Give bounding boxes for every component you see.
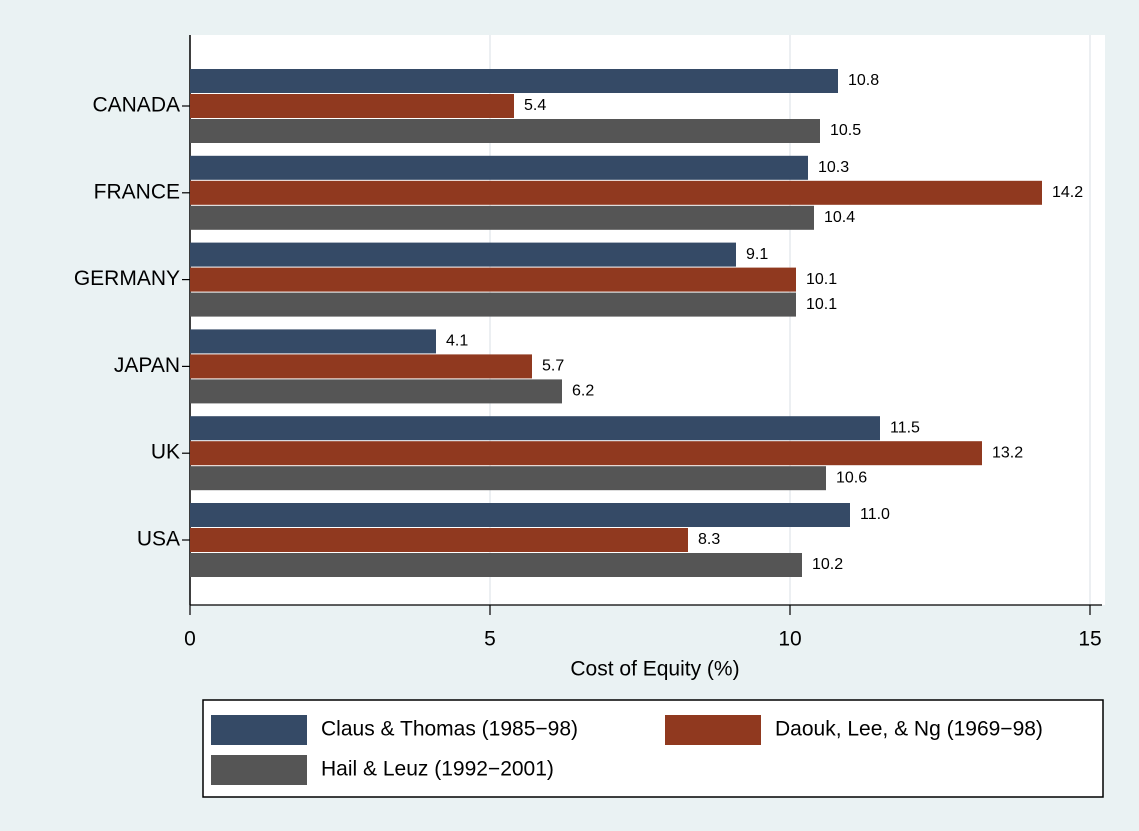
data-label: 11.5: [890, 419, 920, 436]
y-tick-label: UK: [151, 441, 180, 464]
data-label: 5.4: [524, 97, 546, 114]
data-label: 5.7: [542, 358, 564, 375]
bar: [190, 354, 532, 379]
data-label: 11.0: [860, 506, 890, 523]
bar: [190, 292, 796, 317]
bar: [190, 466, 826, 491]
bar: [190, 205, 814, 230]
data-label: 8.3: [698, 531, 720, 548]
data-label: 4.1: [446, 333, 468, 350]
data-label: 10.8: [848, 72, 879, 89]
data-label: 10.1: [806, 271, 837, 288]
y-tick-label: GERMANY: [74, 267, 180, 290]
x-tick-label: 0: [184, 628, 196, 651]
data-label: 13.2: [992, 444, 1023, 461]
data-label: 10.4: [824, 209, 855, 226]
bar: [190, 242, 736, 267]
bar: [190, 155, 808, 180]
y-tick-label: FRANCE: [94, 180, 180, 203]
y-tick-label: JAPAN: [114, 354, 180, 377]
bar: [190, 503, 850, 527]
data-label: 10.2: [812, 556, 843, 573]
data-label: 10.5: [830, 122, 861, 139]
bar: [190, 329, 436, 354]
legend-swatch: [211, 755, 307, 785]
bar: [190, 267, 796, 292]
data-label: 10.3: [818, 159, 849, 176]
bar: [190, 119, 820, 143]
bar: [190, 379, 562, 404]
legend-label: Daouk, Lee, & Ng (1969−98): [775, 718, 1043, 741]
legend-box: [202, 699, 1104, 798]
bar: [190, 94, 514, 118]
bar: [190, 441, 982, 466]
bar: [190, 553, 802, 577]
legend-label: Hail & Leuz (1992−2001): [321, 758, 554, 781]
legend-swatch: [211, 715, 307, 745]
x-tick-label: 10: [778, 628, 801, 651]
x-axis-label: Cost of Equity (%): [570, 658, 739, 681]
data-label: 10.1: [806, 296, 837, 313]
data-label: 14.2: [1052, 184, 1083, 201]
data-label: 9.1: [746, 246, 768, 263]
bar: [190, 416, 880, 441]
x-tick-label: 5: [484, 628, 496, 651]
y-tick-label: CANADA: [92, 94, 180, 117]
data-label: 10.6: [836, 469, 867, 486]
bar: [190, 180, 1042, 205]
legend-label: Claus & Thomas (1985−98): [321, 718, 578, 741]
x-tick-label: 15: [1078, 628, 1101, 651]
bar: [190, 528, 688, 552]
data-label: 6.2: [572, 383, 594, 400]
y-tick-label: USA: [137, 528, 180, 551]
bar: [190, 69, 838, 93]
legend-swatch: [665, 715, 761, 745]
